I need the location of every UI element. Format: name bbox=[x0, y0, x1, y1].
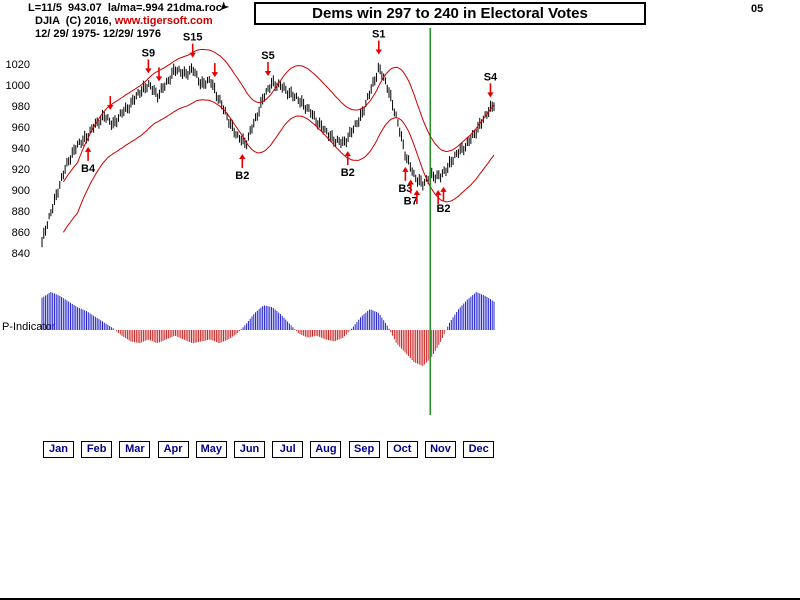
website-link[interactable]: www.tigersoft.com bbox=[114, 15, 213, 27]
buy-signal-label: B2 bbox=[436, 203, 450, 215]
sell-arrow-head bbox=[375, 49, 382, 55]
sell-arrow-head bbox=[264, 71, 272, 77]
month-label-dec: Dec bbox=[463, 441, 495, 458]
buy-signal-label: B2 bbox=[341, 167, 355, 179]
sell-arrow-head bbox=[107, 105, 114, 111]
buy-arrow-head bbox=[413, 190, 421, 196]
buy-arrow-head bbox=[84, 146, 92, 152]
header-fragment: 05 bbox=[751, 3, 764, 15]
month-label-may: May bbox=[195, 441, 227, 458]
y-axis-label: 860 bbox=[11, 227, 30, 239]
month-label-feb: Feb bbox=[81, 441, 113, 458]
sell-signal-label: S4 bbox=[484, 71, 498, 83]
buy-signal-label: B2 bbox=[235, 170, 249, 182]
p-indicator-histogram bbox=[41, 292, 495, 366]
sell-arrow-head bbox=[487, 92, 494, 98]
stats-line: L=11/5 943.07 la/ma=.994 21dma.roc bbox=[28, 2, 222, 14]
month-label-jan: Jan bbox=[43, 441, 74, 458]
lower-band-line bbox=[62, 99, 495, 233]
sell-arrow-head bbox=[155, 76, 163, 82]
sell-arrow-head bbox=[189, 52, 196, 58]
month-label-jun: Jun bbox=[234, 441, 265, 458]
month-label-aug: Aug bbox=[310, 441, 342, 458]
headline-banner: Dems win 297 to 240 in Electoral Votes bbox=[254, 2, 646, 25]
sell-arrow-head bbox=[211, 72, 219, 78]
date-range-label: 12/ 29/ 1975- 12/29/ 1976 bbox=[35, 28, 161, 40]
price-bars bbox=[41, 62, 495, 248]
buy-arrow-head bbox=[407, 179, 414, 185]
buy-arrow-head bbox=[239, 154, 246, 160]
sell-signal-label: S9 bbox=[142, 47, 155, 59]
sell-arrow-head bbox=[145, 68, 152, 74]
month-label-oct: Oct bbox=[386, 441, 418, 458]
symbol-copyright-line: DJIA (C) 2016, www.tigersoft.com bbox=[35, 15, 213, 27]
buy-signal-label: B7 bbox=[404, 195, 418, 207]
sell-signal-label: S5 bbox=[261, 50, 274, 62]
y-axis-label: 940 bbox=[11, 143, 30, 155]
sell-signal-label: S15 bbox=[183, 32, 203, 44]
y-axis-label: 920 bbox=[11, 164, 30, 176]
y-axis-label: 1000 bbox=[5, 80, 30, 92]
buy-arrow-head bbox=[402, 166, 409, 172]
y-axis-label: 840 bbox=[11, 248, 30, 260]
month-label-nov: Nov bbox=[425, 441, 456, 458]
buy-arrow-head bbox=[434, 190, 442, 196]
y-axis-label: 960 bbox=[11, 122, 30, 134]
buy-signal-label: B3 bbox=[398, 183, 412, 195]
y-axis-label: 880 bbox=[11, 206, 30, 218]
buy-arrow-head bbox=[440, 186, 447, 192]
indicator-label: P-Indicator bbox=[2, 321, 56, 333]
buy-signal-label: B4 bbox=[81, 163, 96, 175]
y-axis-label: 900 bbox=[11, 185, 30, 197]
sell-signal-label: S1 bbox=[372, 29, 385, 41]
y-axis-label: 980 bbox=[11, 101, 30, 113]
symbol-label: DJIA (C) 2016, bbox=[35, 15, 112, 27]
buy-arrow-head bbox=[344, 151, 351, 157]
month-label-jul: Jul bbox=[272, 441, 304, 458]
y-axis-label: 1020 bbox=[5, 59, 30, 71]
month-label-sep: Sep bbox=[348, 441, 380, 458]
upper-band-line bbox=[62, 48, 495, 183]
month-label-mar: Mar bbox=[119, 441, 151, 458]
month-label-apr: Apr bbox=[157, 441, 189, 458]
